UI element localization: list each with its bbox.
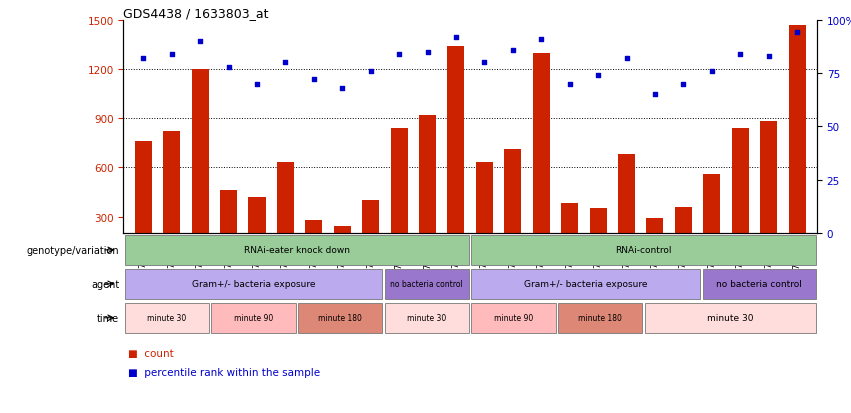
Point	[364, 69, 378, 75]
FancyBboxPatch shape	[385, 269, 469, 299]
Bar	[277, 163, 294, 266]
Text: agent: agent	[91, 279, 119, 289]
Point	[420, 49, 434, 56]
Point	[791, 30, 804, 37]
Bar	[248, 197, 266, 266]
Text: minute 30: minute 30	[707, 313, 753, 323]
Text: ■  count: ■ count	[128, 349, 174, 358]
FancyBboxPatch shape	[124, 269, 382, 299]
Text: RNAi-control: RNAi-control	[615, 246, 671, 255]
Bar	[220, 191, 237, 266]
FancyBboxPatch shape	[124, 235, 469, 265]
Point	[307, 77, 321, 83]
Point	[250, 81, 264, 88]
Bar	[732, 128, 749, 266]
Point	[563, 81, 576, 88]
Text: no bacteria control: no bacteria control	[391, 280, 463, 289]
Bar	[363, 201, 380, 266]
Bar	[760, 122, 777, 266]
FancyBboxPatch shape	[471, 303, 556, 333]
Point	[677, 81, 690, 88]
Bar	[419, 116, 436, 266]
Bar	[306, 220, 323, 266]
Point	[449, 34, 463, 41]
Point	[335, 85, 349, 92]
Point	[136, 56, 150, 62]
Point	[762, 54, 775, 60]
Bar	[561, 204, 578, 266]
Text: minute 180: minute 180	[318, 313, 362, 323]
Point	[278, 60, 292, 66]
Text: minute 180: minute 180	[579, 313, 622, 323]
Point	[193, 39, 207, 45]
Point	[165, 51, 179, 58]
Bar	[334, 227, 351, 266]
Text: RNAi-eater knock down: RNAi-eater knock down	[243, 246, 350, 255]
Point	[506, 47, 520, 54]
Bar	[647, 218, 664, 266]
Text: minute 30: minute 30	[408, 313, 447, 323]
Bar	[505, 150, 522, 266]
Bar	[476, 163, 493, 266]
Point	[534, 36, 548, 43]
FancyBboxPatch shape	[703, 269, 816, 299]
Point	[705, 69, 718, 75]
Bar	[590, 209, 607, 266]
FancyBboxPatch shape	[558, 303, 643, 333]
FancyBboxPatch shape	[385, 303, 469, 333]
Text: minute 90: minute 90	[494, 313, 533, 323]
Text: minute 30: minute 30	[147, 313, 186, 323]
FancyBboxPatch shape	[471, 269, 700, 299]
Text: minute 90: minute 90	[234, 313, 273, 323]
Bar	[163, 132, 180, 266]
FancyBboxPatch shape	[645, 303, 816, 333]
Point	[222, 64, 236, 71]
Text: genotype/variation: genotype/variation	[26, 245, 119, 255]
FancyBboxPatch shape	[124, 303, 209, 333]
Text: Gram+/- bacteria exposure: Gram+/- bacteria exposure	[524, 280, 648, 289]
Text: Gram+/- bacteria exposure: Gram+/- bacteria exposure	[191, 280, 315, 289]
Point	[620, 56, 633, 62]
Bar	[448, 47, 465, 266]
FancyBboxPatch shape	[211, 303, 295, 333]
FancyBboxPatch shape	[298, 303, 382, 333]
Text: no bacteria control: no bacteria control	[717, 280, 802, 289]
Bar	[533, 53, 550, 266]
Text: ■  percentile rank within the sample: ■ percentile rank within the sample	[128, 367, 320, 377]
Text: time: time	[97, 313, 119, 323]
FancyBboxPatch shape	[471, 235, 816, 265]
Bar	[134, 142, 151, 266]
Bar	[675, 207, 692, 266]
Point	[392, 51, 406, 58]
Point	[648, 92, 662, 98]
Bar	[789, 26, 806, 266]
Bar	[618, 155, 635, 266]
Point	[591, 73, 605, 79]
Bar	[191, 70, 208, 266]
Bar	[703, 174, 720, 266]
Bar	[391, 128, 408, 266]
Point	[734, 51, 747, 58]
Point	[477, 60, 491, 66]
Text: GDS4438 / 1633803_at: GDS4438 / 1633803_at	[123, 7, 269, 19]
